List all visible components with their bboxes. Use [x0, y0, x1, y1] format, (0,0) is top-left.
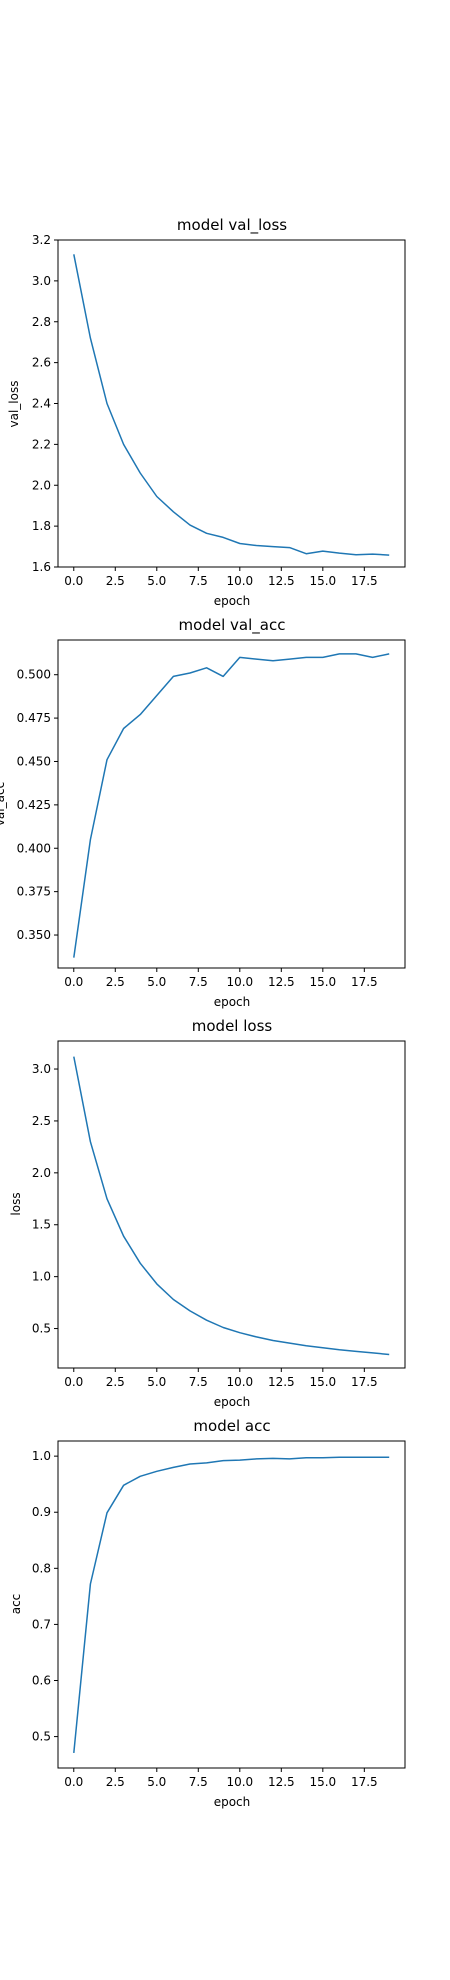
x-tick-label: 10.0	[226, 975, 253, 989]
x-tick-label: 15.0	[309, 1775, 336, 1789]
x-tick-label: 10.0	[226, 1375, 253, 1389]
series-line	[73, 653, 390, 958]
x-tick-label: 0.0	[64, 1375, 83, 1389]
x-tick-label: 12.5	[268, 1775, 295, 1789]
chart-title: model acc	[193, 1417, 270, 1435]
x-tick-label: 7.5	[189, 1775, 208, 1789]
panel-val-acc: model val_acc epoch val_acc 0.0 2.5 5.0 7.5…	[0, 616, 406, 1009]
y-tick-label: 2.0	[32, 1166, 51, 1180]
x-tick-label: 7.5	[189, 975, 208, 989]
x-tick-label: 17.5	[351, 1775, 378, 1789]
y-tick-label: 0.9	[32, 1505, 51, 1519]
x-tick-label: 15.0	[309, 574, 336, 588]
x-tick-label: 15.0	[309, 1375, 336, 1389]
panel-val-loss: model val_loss epoch val_loss 0.0 2.5 5.0 7…	[7, 216, 406, 608]
x-tick-label: 12.5	[268, 1375, 295, 1389]
y-tick-label: 1.0	[32, 1449, 51, 1463]
y-tick-label: 0.8	[32, 1561, 51, 1575]
x-axis-label: epoch	[214, 594, 251, 608]
x-tick-label: 17.5	[351, 975, 378, 989]
y-tick-label: 0.400	[17, 841, 51, 855]
axes-frame	[57, 1040, 406, 1369]
x-tick-label: 5.0	[147, 574, 166, 588]
y-tick-label: 0.475	[17, 711, 51, 725]
y-axis-label: val_loss	[7, 381, 21, 428]
x-tick-label: 2.5	[106, 1775, 125, 1789]
series-line	[73, 1456, 390, 1753]
x-tick-label: 10.0	[226, 1775, 253, 1789]
y-axis-label: loss	[9, 1192, 23, 1215]
x-axis-label: epoch	[214, 1395, 251, 1409]
y-tick-label: 0.5	[32, 1322, 51, 1336]
y-tick-label: 1.8	[32, 519, 51, 533]
x-tick-label: 7.5	[189, 574, 208, 588]
panel-loss: model loss epoch loss 0.0 2.5 5.0 7.5 10.0 12…	[9, 1017, 406, 1409]
x-tick-label: 15.0	[309, 975, 336, 989]
y-tick-label: 0.375	[17, 885, 51, 899]
y-tick-label: 0.5	[32, 1730, 51, 1744]
x-tick-label: 12.5	[268, 574, 295, 588]
y-tick-label: 0.500	[17, 668, 51, 682]
x-tick-label: 10.0	[226, 574, 253, 588]
y-tick-label: 1.0	[32, 1270, 51, 1284]
x-tick-label: 2.5	[106, 975, 125, 989]
y-tick-label: 3.0	[32, 274, 51, 288]
x-tick-label: 2.5	[106, 574, 125, 588]
x-tick-label: 7.5	[189, 1375, 208, 1389]
y-tick-label: 2.6	[32, 356, 51, 370]
chart-title: model val_acc	[179, 616, 286, 635]
y-tick-label: 3.2	[32, 233, 51, 247]
y-tick-label: 0.350	[17, 928, 51, 942]
x-tick-label: 2.5	[106, 1375, 125, 1389]
y-tick-label: 0.7	[32, 1617, 51, 1631]
y-tick-label: 3.0	[32, 1062, 51, 1076]
axes-frame	[57, 639, 406, 969]
y-tick-label: 2.5	[32, 1114, 51, 1128]
y-tick-label: 1.5	[32, 1218, 51, 1232]
y-axis-label: val_acc	[0, 782, 7, 826]
x-tick-label: 17.5	[351, 574, 378, 588]
y-tick-label: 2.8	[32, 315, 51, 329]
y-tick-label: 0.6	[32, 1674, 51, 1688]
x-tick-label: 0.0	[64, 1775, 83, 1789]
x-tick-label: 17.5	[351, 1375, 378, 1389]
x-tick-label: 0.0	[64, 975, 83, 989]
y-tick-label: 2.0	[32, 478, 51, 492]
y-tick-label: 0.450	[17, 754, 51, 768]
x-axis-label: epoch	[214, 1795, 251, 1809]
y-axis-label: acc	[9, 1594, 23, 1615]
y-tick-label: 2.2	[32, 437, 51, 451]
y-tick-label: 2.4	[32, 397, 51, 411]
chart-title: model loss	[192, 1017, 273, 1035]
chart-title: model val_loss	[177, 216, 287, 235]
y-tick-label: 1.6	[32, 560, 51, 574]
x-tick-label: 5.0	[147, 1775, 166, 1789]
axes-frame	[57, 1440, 406, 1769]
series-line	[73, 1056, 390, 1356]
x-axis-label: epoch	[214, 995, 251, 1009]
series-line	[73, 254, 390, 556]
x-tick-label: 5.0	[147, 975, 166, 989]
x-tick-label: 5.0	[147, 1375, 166, 1389]
y-tick-label: 0.425	[17, 798, 51, 812]
panel-acc: model acc epoch acc 0.0 2.5 5.0 7.5 10.0 12.5…	[9, 1417, 406, 1809]
x-tick-label: 0.0	[64, 574, 83, 588]
x-tick-label: 12.5	[268, 975, 295, 989]
